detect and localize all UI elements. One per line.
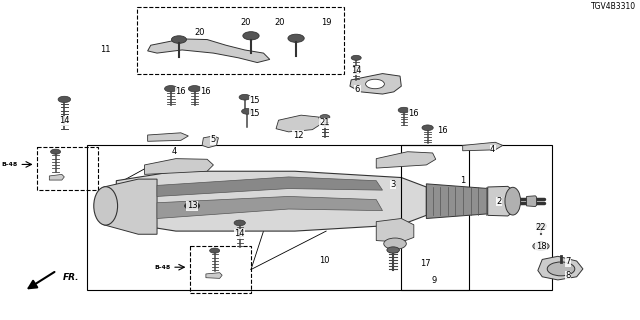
- Text: 16: 16: [408, 109, 419, 118]
- Text: 12: 12: [292, 131, 303, 140]
- Circle shape: [188, 85, 201, 92]
- Text: 20: 20: [195, 28, 205, 37]
- Text: 16: 16: [437, 126, 448, 135]
- Polygon shape: [202, 136, 218, 148]
- Polygon shape: [104, 179, 157, 234]
- Polygon shape: [206, 273, 222, 278]
- Text: 18: 18: [536, 242, 547, 251]
- Polygon shape: [376, 219, 414, 242]
- Text: 15: 15: [250, 109, 260, 118]
- Circle shape: [51, 149, 61, 154]
- Text: 16: 16: [175, 87, 186, 96]
- Text: 6: 6: [355, 85, 360, 94]
- Text: B-48: B-48: [155, 265, 171, 270]
- Circle shape: [164, 85, 177, 92]
- Polygon shape: [276, 115, 321, 132]
- Polygon shape: [49, 174, 65, 180]
- Text: B-48: B-48: [2, 162, 18, 167]
- Text: 3: 3: [390, 180, 396, 189]
- Circle shape: [241, 108, 253, 114]
- Polygon shape: [527, 196, 536, 206]
- Circle shape: [533, 242, 549, 250]
- Polygon shape: [376, 152, 436, 168]
- Polygon shape: [157, 177, 383, 196]
- Circle shape: [184, 202, 200, 210]
- Polygon shape: [116, 171, 426, 231]
- Bar: [401, 145, 552, 290]
- Text: 8: 8: [565, 271, 571, 280]
- Circle shape: [384, 238, 406, 249]
- Text: 2: 2: [497, 197, 502, 206]
- Polygon shape: [145, 159, 213, 174]
- Circle shape: [243, 32, 259, 40]
- Text: 4: 4: [172, 147, 177, 156]
- Text: 22: 22: [536, 223, 546, 232]
- Text: 21: 21: [319, 118, 330, 127]
- Text: 1: 1: [460, 176, 465, 185]
- Circle shape: [239, 94, 250, 100]
- Text: 20: 20: [241, 18, 252, 27]
- Circle shape: [398, 107, 410, 113]
- Polygon shape: [536, 224, 547, 228]
- Polygon shape: [488, 186, 513, 216]
- Polygon shape: [463, 142, 503, 151]
- Circle shape: [351, 55, 361, 60]
- Polygon shape: [157, 196, 383, 219]
- Text: 14: 14: [59, 116, 70, 125]
- Circle shape: [537, 244, 545, 248]
- Ellipse shape: [94, 187, 118, 225]
- Polygon shape: [148, 39, 270, 62]
- Text: 17: 17: [420, 259, 431, 268]
- Circle shape: [288, 34, 304, 42]
- Circle shape: [234, 220, 245, 226]
- Bar: [36, 147, 98, 190]
- Circle shape: [210, 248, 220, 253]
- Bar: [87, 145, 469, 290]
- Polygon shape: [538, 256, 583, 280]
- Text: 14: 14: [351, 66, 362, 75]
- Text: 11: 11: [100, 44, 111, 53]
- Text: 15: 15: [250, 96, 260, 105]
- Text: 5: 5: [211, 135, 216, 144]
- Circle shape: [387, 247, 399, 253]
- Text: FR.: FR.: [63, 273, 79, 282]
- Text: 13: 13: [187, 201, 197, 210]
- Circle shape: [365, 79, 385, 89]
- Polygon shape: [426, 184, 489, 219]
- Circle shape: [58, 96, 70, 103]
- Text: 14: 14: [234, 229, 245, 238]
- Polygon shape: [350, 74, 401, 94]
- Circle shape: [422, 125, 433, 131]
- Text: 7: 7: [565, 258, 571, 267]
- Polygon shape: [148, 133, 188, 141]
- Circle shape: [320, 115, 330, 120]
- Text: 4: 4: [490, 145, 495, 154]
- Text: 9: 9: [431, 276, 436, 285]
- Circle shape: [172, 36, 186, 43]
- Ellipse shape: [505, 187, 520, 215]
- Text: 16: 16: [200, 87, 211, 96]
- Bar: [137, 7, 344, 74]
- Circle shape: [547, 262, 575, 276]
- Text: 19: 19: [321, 18, 332, 27]
- Text: TGV4B3310: TGV4B3310: [591, 2, 636, 11]
- Text: 10: 10: [319, 256, 330, 265]
- Text: 20: 20: [275, 18, 285, 27]
- Bar: [189, 246, 251, 293]
